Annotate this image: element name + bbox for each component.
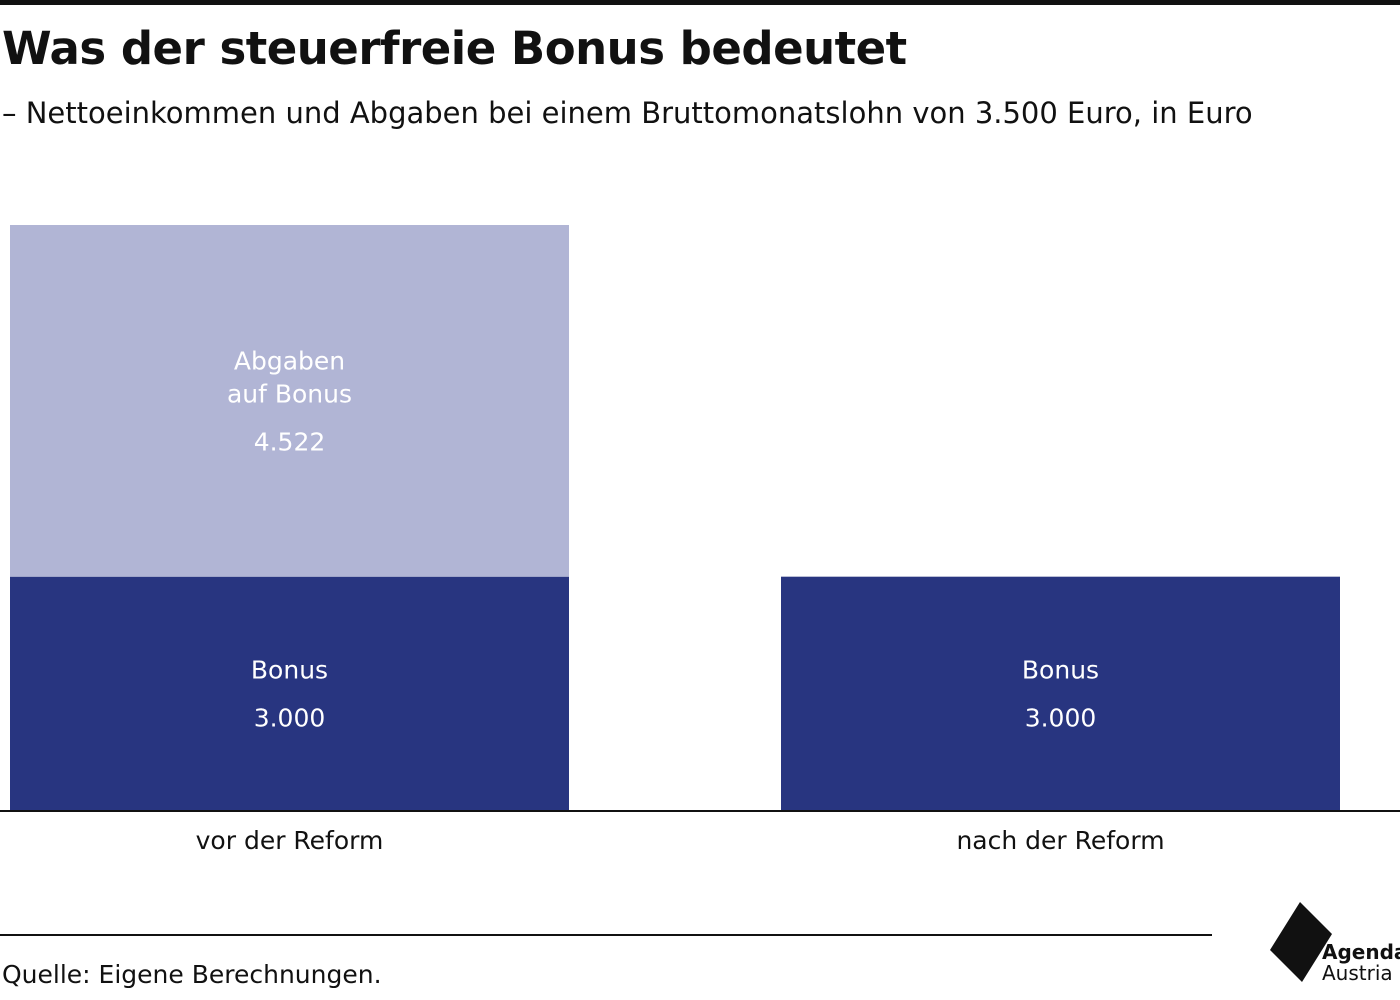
bar-segment-bonus-2 — [781, 576, 1340, 810]
stacked-bar-chart: Bonus 3.000 Abgaben auf Bonus 4.522 vor der R… — [0, 225, 1400, 855]
top-rule — [0, 0, 1400, 5]
segment-value-2-0: 3.000 — [1025, 703, 1097, 732]
logo-line-2: Austria — [1322, 961, 1393, 985]
segment-value-1-1: 4.522 — [254, 427, 326, 456]
chart-subtitle: – Nettoeinkommen und Abgaben bei einem B… — [2, 96, 1253, 130]
bar-segment-abgaben-1 — [10, 225, 569, 577]
agenda-austria-logo: Agenda Austria — [1262, 900, 1400, 990]
segment-label-1-0-0: Bonus — [251, 655, 328, 684]
bar-segment-bonus-1 — [10, 576, 569, 810]
category-label-1: vor der Reform — [196, 826, 384, 855]
footer-rule — [0, 934, 1212, 936]
segment-label-2-0-0: Bonus — [1022, 655, 1099, 684]
logo-line-1: Agenda — [1322, 940, 1400, 964]
segment-label-1-1-1: auf Bonus — [227, 379, 352, 408]
source-note: Quelle: Eigene Berechnungen. — [2, 960, 382, 989]
segment-label-1-1-0: Abgaben — [234, 346, 345, 375]
segment-value-1-0: 3.000 — [254, 703, 326, 732]
category-label-2: nach der Reform — [956, 826, 1164, 855]
logo-shape-icon — [1270, 902, 1332, 982]
chart-title: Was der steuerfreie Bonus bedeutet — [2, 22, 907, 75]
